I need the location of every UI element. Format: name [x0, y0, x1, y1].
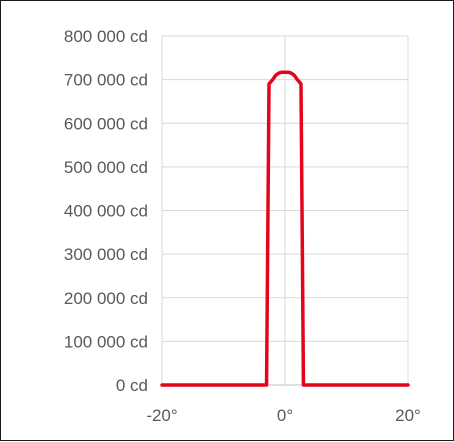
y-tick-label: 800 000 cd: [64, 27, 148, 46]
y-tick-label: 400 000 cd: [64, 202, 148, 221]
series-layer: [160, 70, 410, 387]
y-tick-label: 600 000 cd: [64, 114, 148, 133]
gridlines: [161, 35, 409, 386]
y-tick-label: 200 000 cd: [64, 289, 148, 308]
x-tick-label: 20°: [395, 406, 421, 425]
x-tick-label: -20°: [146, 406, 177, 425]
y-tick-label: 500 000 cd: [64, 158, 148, 177]
x-tick-label: 0°: [277, 406, 293, 425]
y-tick-label: 0 cd: [116, 376, 148, 395]
y-tick-label: 300 000 cd: [64, 245, 148, 264]
series-line: [160, 70, 410, 387]
y-tick-label: 100 000 cd: [64, 332, 148, 351]
y-tick-label: 700 000 cd: [64, 71, 148, 90]
tick-labels: 0 cd 100 000 cd 200 000 cd 300 000 cd 400 00…: [64, 27, 421, 425]
